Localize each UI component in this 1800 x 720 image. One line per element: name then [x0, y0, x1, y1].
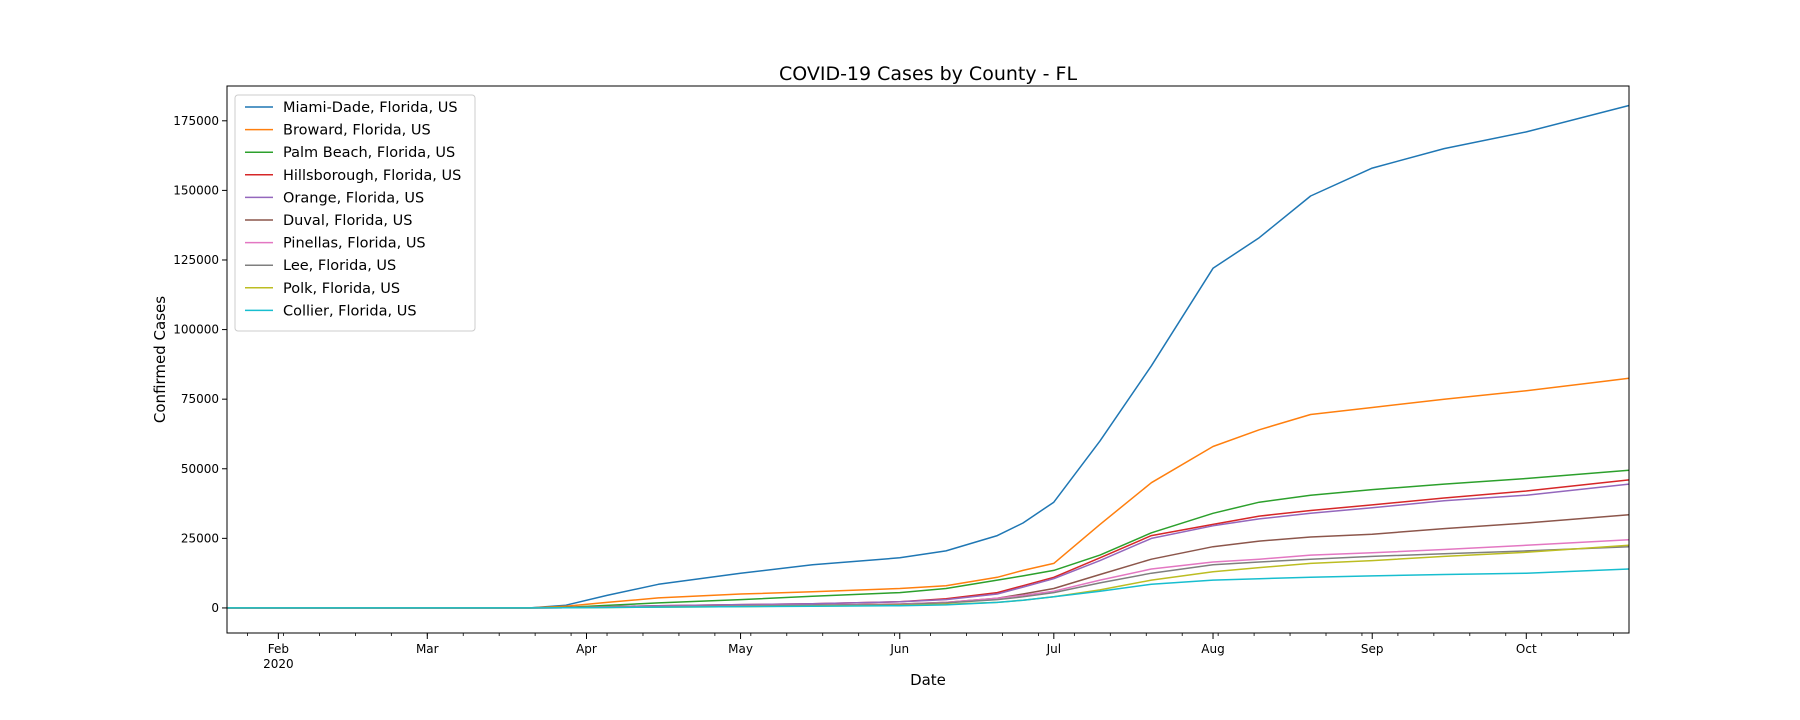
series-layer: [227, 104, 1630, 609]
x-tick-label-7: Sep: [1361, 642, 1384, 656]
y-tick-label-5: 125000: [173, 253, 219, 267]
x-tick-label-8: Oct: [1516, 642, 1537, 656]
legend-entry-3: Hillsborough, Florida, US: [283, 168, 461, 184]
x-axis-label: Date: [910, 671, 946, 689]
y-tick-label-0: 0: [211, 601, 219, 615]
x-tick-label-2: Apr: [576, 642, 597, 656]
y-axis-label: Confirmed Cases: [151, 296, 169, 423]
legend-entry-9: Collier, Florida, US: [283, 303, 417, 319]
x-tick-label-3: May: [728, 642, 753, 656]
chart-title: COVID-19 Cases by County - FL: [779, 63, 1078, 85]
legend-entry-2: Palm Beach, Florida, US: [283, 145, 455, 161]
y-tick-label-2: 50000: [181, 462, 219, 476]
plot-frame: [226, 85, 1630, 634]
x-tick-sublabel-0: 2020: [263, 657, 294, 671]
y-tick-label-1: 25000: [181, 531, 219, 545]
x-tick-label-1: Mar: [416, 642, 439, 656]
x-tick-label-5: Jul: [1046, 642, 1061, 656]
legend-entry-7: Lee, Florida, US: [283, 258, 396, 274]
y-tick-label-3: 75000: [181, 392, 219, 406]
legend-entry-4: Orange, Florida, US: [283, 190, 424, 206]
legend: Miami-Dade, Florida, US Broward, Florida,…: [234, 94, 476, 332]
y-axis: 0 25000 50000 75000 100000 125000 150000 175000: [173, 114, 227, 615]
series-line-9: [227, 568, 1630, 609]
legend-entry-6: Pinellas, Florida, US: [283, 236, 426, 252]
legend-entry-1: Broward, Florida, US: [283, 123, 431, 139]
x-tick-label-6: Aug: [1201, 642, 1224, 656]
series-line-0: [227, 104, 1630, 609]
legend-entry-8: Polk, Florida, US: [283, 281, 400, 297]
series-line-2: [227, 469, 1630, 609]
series-line-1: [227, 377, 1630, 609]
y-tick-label-4: 100000: [173, 323, 219, 337]
legend-box: [234, 94, 476, 332]
x-tick-label-0: Feb: [268, 642, 289, 656]
x-tick-label-4: Jun: [889, 642, 909, 656]
legend-entry-5: Duval, Florida, US: [283, 213, 412, 229]
legend-entry-0: Miami-Dade, Florida, US: [283, 100, 458, 116]
y-tick-label-7: 175000: [173, 114, 219, 128]
y-tick-label-6: 150000: [173, 183, 219, 197]
